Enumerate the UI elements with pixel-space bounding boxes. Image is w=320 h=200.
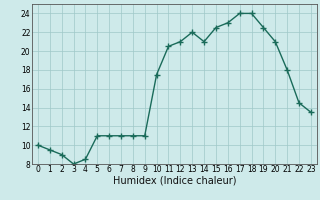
X-axis label: Humidex (Indice chaleur): Humidex (Indice chaleur) <box>113 176 236 186</box>
